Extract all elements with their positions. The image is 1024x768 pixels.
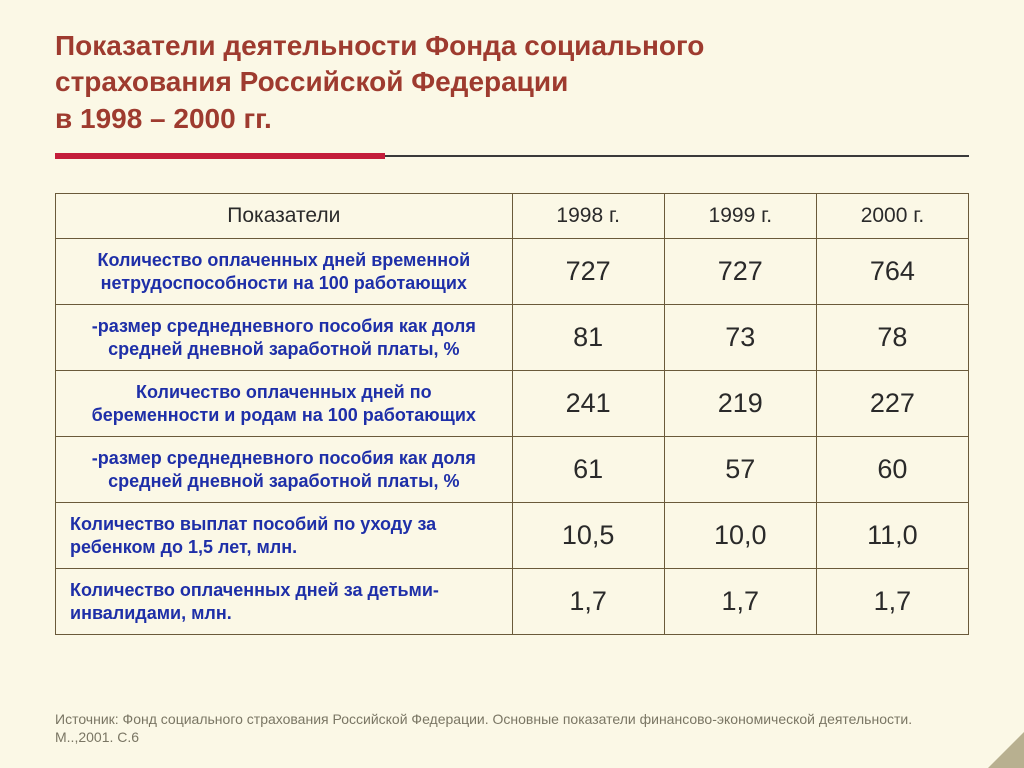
title-line-2: страхования Российской Федерации — [55, 66, 568, 97]
value-cell: 61 — [512, 437, 664, 503]
value-cell: 10,0 — [664, 503, 816, 569]
rule-thick — [55, 153, 385, 159]
col-header-1999: 1999 г. — [664, 194, 816, 239]
slide-title: Показатели деятельности Фонда социальног… — [55, 28, 969, 137]
value-cell: 764 — [816, 239, 968, 305]
indicator-cell: Количество оплаченных дней временной нет… — [56, 239, 513, 305]
table-row: Количество оплаченных дней по беременнос… — [56, 371, 969, 437]
value-cell: 1,7 — [816, 569, 968, 635]
indicator-cell: Количество выплат пособий по уходу за ре… — [56, 503, 513, 569]
table-row: -размер среднедневного пособия как доля … — [56, 437, 969, 503]
slide: Показатели деятельности Фонда социальног… — [0, 0, 1024, 768]
value-cell: 727 — [512, 239, 664, 305]
indicator-cell: -размер среднедневного пособия как доля … — [56, 437, 513, 503]
table-row: -размер среднедневного пособия как доля … — [56, 305, 969, 371]
title-line-3: в 1998 – 2000 гг. — [55, 103, 272, 134]
value-cell: 60 — [816, 437, 968, 503]
value-cell: 1,7 — [512, 569, 664, 635]
page-curl-icon — [988, 732, 1024, 768]
table-row: Количество оплаченных дней временной нет… — [56, 239, 969, 305]
indicator-cell: Количество оплаченных дней за детьми-инв… — [56, 569, 513, 635]
col-header-2000: 2000 г. — [816, 194, 968, 239]
value-cell: 727 — [664, 239, 816, 305]
value-cell: 1,7 — [664, 569, 816, 635]
table-row: Количество выплат пособий по уходу за ре… — [56, 503, 969, 569]
value-cell: 11,0 — [816, 503, 968, 569]
value-cell: 73 — [664, 305, 816, 371]
title-rule — [55, 155, 969, 165]
indicator-cell: -размер среднедневного пособия как доля … — [56, 305, 513, 371]
value-cell: 227 — [816, 371, 968, 437]
value-cell: 78 — [816, 305, 968, 371]
title-line-1: Показатели деятельности Фонда социальног… — [55, 30, 704, 61]
table-header-row: Показатели 1998 г. 1999 г. 2000 г. — [56, 194, 969, 239]
indicator-cell: Количество оплаченных дней по беременнос… — [56, 371, 513, 437]
col-header-indicator: Показатели — [56, 194, 513, 239]
table-body: Количество оплаченных дней временной нет… — [56, 239, 969, 635]
value-cell: 241 — [512, 371, 664, 437]
value-cell: 10,5 — [512, 503, 664, 569]
col-header-1998: 1998 г. — [512, 194, 664, 239]
value-cell: 219 — [664, 371, 816, 437]
value-cell: 81 — [512, 305, 664, 371]
source-footer: Источник: Фонд социального страхования Р… — [55, 710, 969, 746]
data-table: Показатели 1998 г. 1999 г. 2000 г. Колич… — [55, 193, 969, 635]
table-row: Количество оплаченных дней за детьми-инв… — [56, 569, 969, 635]
value-cell: 57 — [664, 437, 816, 503]
